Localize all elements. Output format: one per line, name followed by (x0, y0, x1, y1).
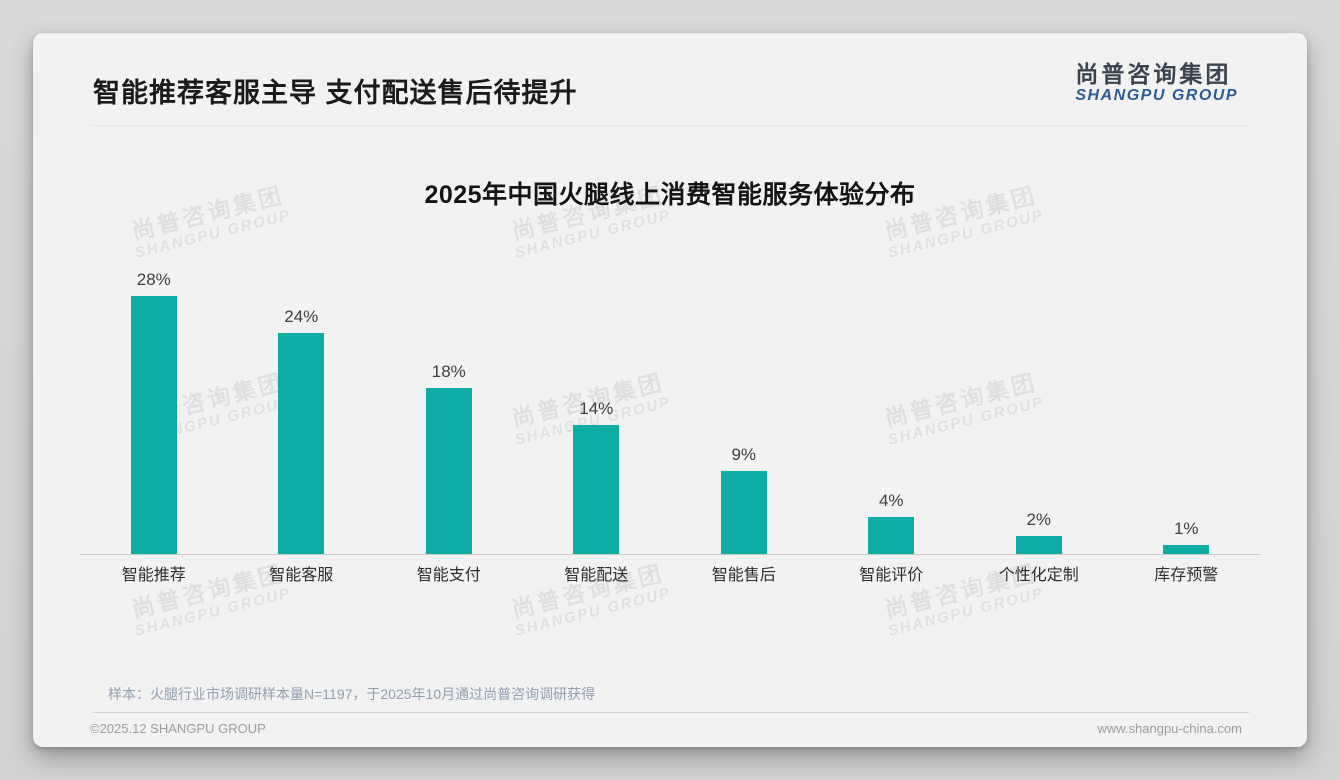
sample-note: 样本：火腿行业市场调研样本量N=1197，于2025年10月通过尚普咨询调研获得 (108, 686, 596, 702)
bar-value-label: 1% (1173, 518, 1199, 538)
bar (868, 517, 915, 554)
category-label: 智能支付 (416, 567, 481, 584)
bar-column: 1% (1113, 519, 1261, 554)
x-axis-labels: 智能推荐 智能客服 智能支付 智能配送 智能售后 智能评价 个性化定制 库存预警 (80, 566, 1260, 586)
category-label: 智能推荐 (121, 567, 186, 584)
page-title: 智能推荐客服主导 支付配送售后待提升 (93, 78, 578, 108)
copyright-text: ©2025.12 SHANGPU GROUP (90, 721, 266, 736)
category-label: 智能评价 (859, 567, 924, 584)
bar-chart-plot: 28% 24% 18% 14% 9% 4% 2% 1% (80, 228, 1260, 554)
bar-column: 4% (818, 491, 966, 554)
chart-title: 2025年中国火腿线上消费智能服务体验分布 (424, 181, 916, 209)
bar-column: 14% (523, 399, 671, 554)
bar (573, 425, 620, 554)
bar-value-label: 14% (579, 399, 614, 419)
bar (1015, 535, 1062, 554)
header-divider (91, 125, 1249, 126)
x-axis-line (80, 554, 1260, 555)
brand-logo-en: SHANGPU GROUP (1075, 87, 1238, 104)
brand-logo: 尚普咨询集团 SHANGPU GROUP (1075, 61, 1238, 105)
bar-value-label: 9% (731, 445, 757, 465)
bar-column: 24% (228, 307, 376, 554)
footer-bar: ©2025.12 SHANGPU GROUP www.shangpu-china… (90, 721, 1242, 736)
bar-value-label: 24% (284, 307, 319, 327)
bar-value-label: 4% (878, 491, 904, 511)
website-url: www.shangpu-china.com (1097, 721, 1242, 736)
bar-column: 28% (80, 270, 228, 554)
category-label: 智能客服 (269, 567, 334, 584)
bar-column: 18% (375, 362, 523, 554)
category-label: 库存预警 (1154, 567, 1219, 584)
bar (278, 333, 325, 554)
bar (425, 388, 472, 554)
bar-value-label: 28% (136, 270, 171, 290)
category-label: 智能售后 (711, 567, 776, 584)
bar-value-label: 2% (1026, 509, 1052, 529)
bar-column: 2% (965, 510, 1113, 554)
bar (130, 296, 177, 554)
footer-divider (93, 712, 1249, 713)
bar-value-label: 18% (431, 362, 466, 382)
category-label: 个性化定制 (998, 567, 1079, 584)
brand-logo-cn: 尚普咨询集团 (1075, 61, 1232, 87)
bar-column: 9% (670, 445, 818, 554)
slide-card: 尚普咨询集团 SHANGPU GROUP 尚普咨询集团 SHANGPU GROUP 尚普… (33, 33, 1307, 747)
category-label: 智能配送 (564, 567, 629, 584)
bar (1163, 544, 1210, 554)
bar (720, 471, 767, 554)
